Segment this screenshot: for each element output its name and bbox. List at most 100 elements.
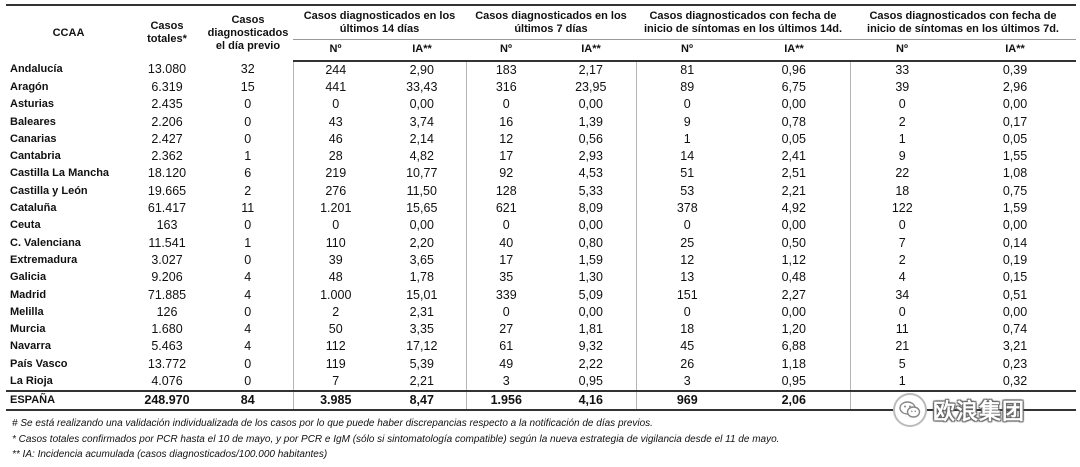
header-ia-14d: IA** [378,39,466,62]
cell-value: 84 [203,390,293,412]
cell-value: 1,59 [578,252,603,267]
cell-value: 10,77 [406,166,438,181]
cell-value: 0,14 [1002,235,1028,250]
cell-value: 27 [465,320,546,339]
cell-value: 2,41 [781,149,806,164]
cell-value: 0,48 [781,270,806,285]
cell-value: 12 [635,251,738,270]
table-row: Galicia 9.206 4 48 1,78 35 1,30 13 0,48 4 0,15 [6,269,1076,287]
region-name: Castilla y León [10,184,88,197]
header-ia-sint-7d: IA** [954,39,1077,62]
cell-value: 9.206 [151,270,183,285]
cell-value: 1.956 [465,390,546,412]
cell-value: 0,50 [781,235,806,250]
cell-value: 0 [244,114,252,129]
cell-value: 1,78 [409,270,434,285]
cell-value: 1 [635,130,738,148]
cell-value: 9,32 [578,339,603,354]
cell-value: 5.463 [151,339,183,354]
cell-value: 0 [244,218,252,233]
cell-value: 2,21 [781,183,806,198]
region-name: Castilla La Mancha [10,167,110,180]
cell-value: 1 [849,130,955,148]
cell-value: 18 [849,182,955,200]
cell-value: 0,00 [409,218,434,233]
cell-value: 0,32 [1002,373,1028,388]
cell-value: 4.076 [151,373,183,388]
cell-value: 0,56 [578,131,603,146]
cell-value: 5,09 [578,287,603,302]
cell-value: 112 [292,338,378,356]
table-row: La Rioja 4.076 0 7 2,21 3 0,95 3 0,95 1 0,32 [6,372,1076,392]
cell-value: 1.201 [292,199,378,218]
cell-value: 1,30 [578,270,603,285]
cell-value: 2 [292,303,378,321]
covid-table-container: CCAA Casos totales* Casos diagnosticados el… [6,4,1077,412]
cell-value: 11,50 [406,183,437,198]
cell-value: 2 [244,183,252,198]
cell-value: 0 [849,96,955,114]
cell-value: 48 [292,269,378,287]
cell-value: 3,35 [409,322,434,337]
cell-value: 1.000 [292,286,378,304]
cell-value: 53 [635,182,738,200]
cell-value: 163 [156,218,178,233]
table-row: Baleares 2.206 0 43 3,74 16 1,39 9 0,78 2 0,17 [6,113,1076,131]
cell-value: 19.665 [147,183,187,198]
cell-value: 0 [465,96,546,114]
cell-value: 81 [635,60,738,79]
cell-value: 22 [849,165,955,183]
cell-value: 3,65 [409,252,434,267]
table-body: Andalucía 13.080 32 244 2,90 183 2,17 81 0,96 33 0… [6,60,1077,412]
cell-value: 0,00 [1002,218,1028,233]
cell-value: 0,78 [781,114,806,129]
cell-value: 3 [465,372,546,392]
cell-value: 339 [465,286,546,304]
table-row: Extremadura 3.027 0 39 3,65 17 1,59 12 1,12 2 0,19 [6,251,1076,270]
cell-value: 6,88 [781,339,806,354]
cell-value: 0,00 [781,97,806,112]
region-name: Aragón [10,80,49,93]
cell-value: 0,80 [578,235,603,250]
table-row: Castilla La Mancha 18.120 6 219 10,77 92 4,53 5… [6,165,1076,183]
header-n-sint-7d: Nº [850,39,955,62]
cell-value: 0 [244,97,252,112]
cell-value: 0,96 [781,62,806,77]
cell-value: 2,14 [409,131,434,146]
table-row: Melilla 126 0 2 2,31 0 0,00 0 0,00 0 0,00 [6,303,1076,321]
cell-value: 5,33 [578,183,603,198]
cell-value: 2,31 [409,304,434,319]
watermark: 欧浪集团 [893,393,1053,427]
cell-value: 0,00 [409,97,434,112]
cell-value: 151 [635,286,738,304]
cell-value: 35 [465,269,546,287]
cell-value: 6,75 [781,79,806,94]
cell-value: 183 [465,60,546,79]
footnote-ia: ** IA: Incidencia acumulada (casos diagn… [12,449,328,460]
watermark-text: 欧浪集团 [933,399,1026,424]
cell-value: 34 [849,286,955,304]
cell-value: 119 [292,355,378,373]
cell-value: 13.772 [147,356,187,371]
region-name: Cantabria [10,150,61,163]
table-row: Navarra 5.463 4 112 17,12 61 9,32 45 6,88 21 3,21 [6,338,1076,356]
cell-value: 0 [292,96,378,114]
cell-value: 441 [292,78,378,97]
cell-value: 9 [849,147,955,166]
cell-value: 0,00 [1002,97,1028,112]
cell-value: 40 [465,234,546,252]
cell-value: 32 [240,62,255,77]
table-row: Aragón 6.319 15 441 33,43 316 23,95 89 6,75 39 2,9… [6,78,1076,97]
cell-value: 15,65 [406,201,438,216]
cell-value: 248.970 [131,390,203,412]
cell-value: 0,05 [1002,131,1028,146]
cell-value: 0 [244,304,252,319]
wechat-icon [893,393,927,427]
table-row: Madrid 71.885 4 1.000 15,01 339 5,09 151 2,27 34 0… [6,286,1076,304]
cell-value [954,390,1077,412]
cell-value: 1 [849,372,955,392]
cell-value: 621 [465,199,546,218]
cell-value: 0,23 [1002,356,1028,371]
cell-value: 0 [635,217,738,235]
cell-value: 2.362 [151,149,183,164]
